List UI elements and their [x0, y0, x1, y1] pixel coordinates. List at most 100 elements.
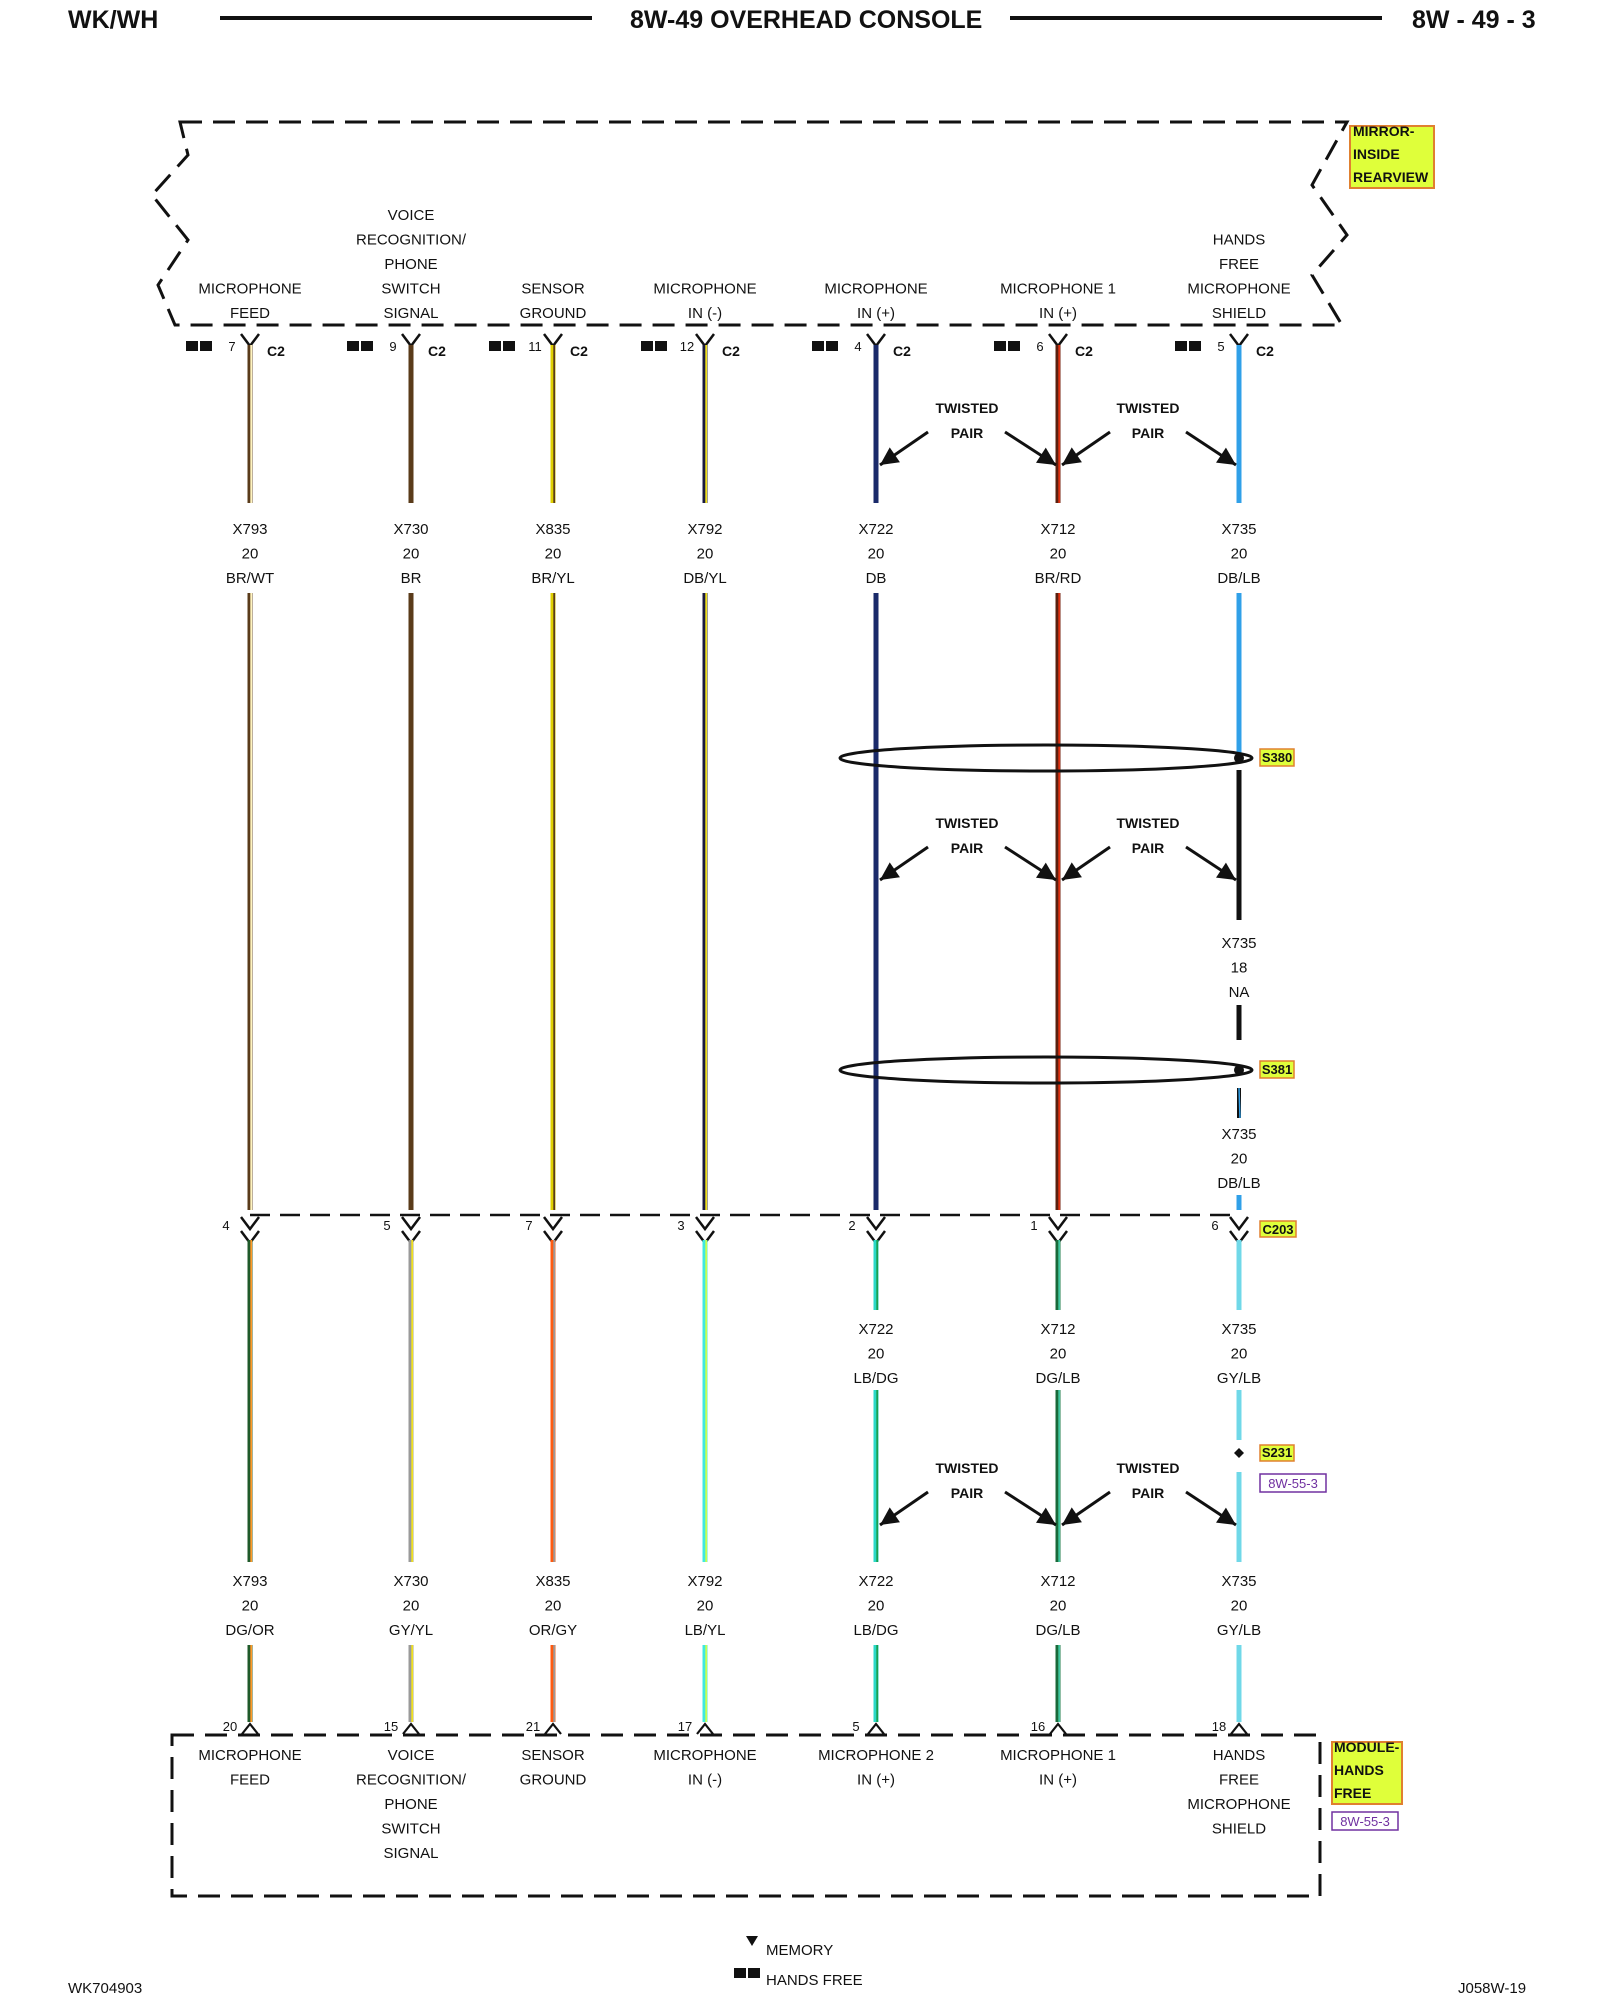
shield-mid-wire-label: 18	[1231, 960, 1248, 977]
top-pin-number: 9	[389, 339, 396, 354]
bottom-wire-label: GY/YL	[389, 1622, 433, 1639]
bottom-pin-number: 18	[1212, 1719, 1226, 1734]
c203-bottom-wire-label: X712	[1040, 1321, 1075, 1338]
bottom-wire-label: DG/LB	[1035, 1622, 1080, 1639]
bottom-pin-number: 20	[223, 1719, 237, 1734]
top-pin-number: 6	[1036, 339, 1043, 354]
top-pin-terminal	[401, 333, 421, 349]
top-pin-label: MICROPHONE 1	[1000, 281, 1116, 298]
top-pin-label: FEED	[230, 305, 270, 322]
bottom-wire-label: 20	[697, 1598, 714, 1615]
bottom-pin-label: IN (+)	[857, 1772, 895, 1789]
bottom-wire-label: 20	[403, 1598, 420, 1615]
bottom-pin-label: FEED	[230, 1772, 270, 1789]
top-wire-label: DB/LB	[1217, 570, 1260, 587]
legend-hands-free: HANDS FREE	[766, 1972, 863, 1989]
top-component-tag	[1349, 125, 1435, 189]
twisted-pair-label: PAIR	[1132, 425, 1164, 441]
connector-c2-label: C2	[570, 343, 588, 359]
twisted-pair-arrow-head	[880, 862, 900, 880]
bottom-component-name: FREE	[1334, 1785, 1371, 1801]
bottom-wire-label: X735	[1221, 1573, 1256, 1590]
top-pin-terminal	[1229, 333, 1249, 349]
hands-free-marker	[503, 341, 515, 351]
bottom-pin-label: IN (+)	[1039, 1772, 1077, 1789]
legend-hands-free-marker	[748, 1968, 760, 1978]
memory-marker	[746, 1936, 758, 1946]
twisted-pair-label: TWISTED	[936, 400, 999, 416]
top-pin-number: 4	[854, 339, 861, 354]
bottom-pin-label: SHIELD	[1212, 1821, 1266, 1838]
c203-bottom-wire-label: LB/DG	[853, 1370, 898, 1387]
bottom-pin-label: VOICE	[388, 1747, 435, 1764]
hands-free-marker	[826, 341, 838, 351]
top-wire-label: 20	[1050, 546, 1067, 563]
top-wire-label: BR	[401, 570, 422, 587]
bottom-wire-label: X730	[393, 1573, 428, 1590]
c203-terminal	[866, 1216, 886, 1232]
bottom-pin-label: RECOGNITION/	[356, 1772, 467, 1789]
twisted-pair-arrow-head	[1062, 447, 1082, 465]
hands-free-marker	[812, 341, 824, 351]
splice-label: S380	[1262, 750, 1292, 765]
top-component-name: INSIDE	[1353, 146, 1400, 162]
hands-free-marker	[1189, 341, 1201, 351]
top-wire-label: X712	[1040, 521, 1075, 538]
hands-free-marker	[641, 341, 653, 351]
top-pin-terminal	[866, 333, 886, 349]
bottom-pin-label: MICROPHONE 1	[1000, 1747, 1116, 1764]
top-pin-number: 5	[1217, 339, 1224, 354]
top-wire-label: 20	[242, 546, 259, 563]
twisted-pair-label: PAIR	[951, 840, 983, 856]
bottom-pin-label: HANDS	[1213, 1747, 1266, 1764]
c203-pin-number: 2	[848, 1218, 855, 1233]
bottom-wire-label: X792	[687, 1573, 722, 1590]
top-wire-label: BR/RD	[1035, 570, 1082, 587]
connector-c2-label: C2	[722, 343, 740, 359]
bottom-wire-label: X712	[1040, 1573, 1075, 1590]
top-pin-number: 11	[528, 339, 542, 354]
bottom-pin-label: GROUND	[520, 1772, 587, 1789]
header-left: WK/WH	[68, 6, 159, 34]
bottom-pin-number: 17	[678, 1719, 692, 1734]
c203-pin-number: 6	[1211, 1218, 1218, 1233]
shield-pre-c203-wire-label: DB/LB	[1217, 1175, 1260, 1192]
connector-c2-label: C2	[1075, 343, 1093, 359]
top-pin-label: MICROPHONE	[653, 281, 756, 298]
hands-free-marker	[200, 341, 212, 351]
bottom-pin-number: 21	[526, 1719, 540, 1734]
top-pin-label: MICROPHONE	[824, 281, 927, 298]
bottom-component-name: MODULE-	[1334, 1739, 1400, 1755]
top-component-name: REARVIEW	[1353, 169, 1429, 185]
top-pin-label: MICROPHONE	[198, 281, 301, 298]
c203-terminal	[695, 1216, 715, 1232]
component-boxes: MIRROR- INSIDE REARVIEW MODULE- HANDS FREE 8W-…	[150, 120, 1435, 1898]
c203-tag	[1259, 1220, 1297, 1238]
top-wire-label: X793	[232, 521, 267, 538]
top-pin-number: 12	[680, 339, 694, 354]
bottom-pin-number: 5	[852, 1719, 859, 1734]
shield-pre-c203-wire-label: 20	[1231, 1151, 1248, 1168]
footer-left: WK704903	[68, 1980, 143, 1997]
bottom-pin-label: PHONE	[384, 1796, 437, 1813]
twisted-pair-arrow-head	[880, 447, 900, 465]
connector-c2-label: C2	[1256, 343, 1274, 359]
hands-free-marker	[655, 341, 667, 351]
top-pin-label: SWITCH	[381, 281, 440, 298]
c203-bottom-wire-label: GY/LB	[1217, 1370, 1261, 1387]
bottom-pin-label: SWITCH	[381, 1821, 440, 1838]
shield-wrap	[838, 743, 1254, 773]
bottom-wire-label: X722	[858, 1573, 893, 1590]
hands-free-marker	[1008, 341, 1020, 351]
twisted-pair-arrow-head	[1216, 1507, 1236, 1525]
top-pin-label: RECOGNITION/	[356, 232, 467, 249]
footer-right: J058W-19	[1458, 1980, 1527, 1997]
shield-wrap	[838, 1055, 1254, 1085]
c203-label: C203	[1262, 1222, 1293, 1237]
twisted-pair-label: PAIR	[1132, 1485, 1164, 1501]
bottom-pin-label: SIGNAL	[383, 1845, 438, 1862]
bottom-wire-label: 20	[1050, 1598, 1067, 1615]
c203-pin-number: 1	[1030, 1218, 1037, 1233]
connector-c2-label: C2	[893, 343, 911, 359]
